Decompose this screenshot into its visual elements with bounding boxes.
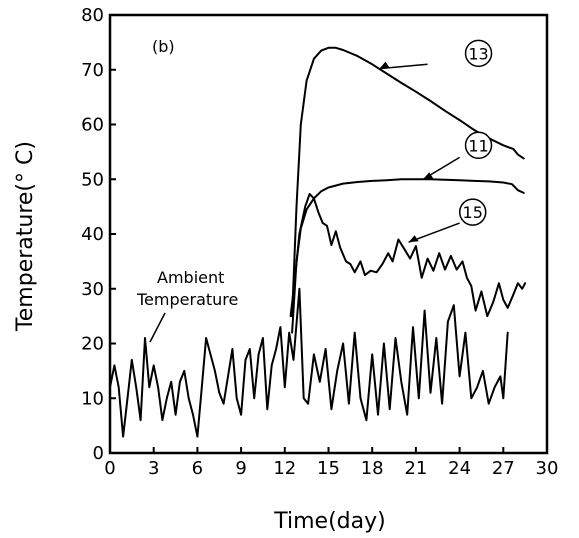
- callout-pointer-13: [379, 63, 428, 70]
- x-tick-label: 21: [404, 458, 427, 479]
- callout-arrowhead-11: [423, 172, 434, 180]
- x-axis-title: Time(day): [273, 509, 385, 534]
- x-tick-label: 27: [492, 458, 515, 479]
- series-lines: [109, 46, 527, 438]
- x-tick-label: 18: [361, 458, 384, 479]
- y-axis-title: Temperature(° C): [13, 141, 38, 332]
- series-label-11: 11: [468, 136, 488, 155]
- series-label-13: 13: [468, 44, 488, 63]
- y-tick-label: 10: [81, 388, 104, 409]
- ambient-annotation-line1: Ambient: [157, 268, 224, 287]
- x-tick-label: 9: [235, 458, 246, 479]
- ambient-annotation-line2: Temperature: [136, 290, 238, 309]
- series-callouts: 13 11 15: [379, 39, 493, 243]
- series-label-15: 15: [463, 203, 483, 222]
- x-tick-label: 30: [536, 458, 559, 479]
- series-line-13: [291, 46, 525, 318]
- callout-circle-15: [458, 198, 487, 226]
- x-tick-label: 6: [192, 458, 203, 479]
- x-tick-label: 24: [448, 458, 471, 479]
- x-tick-label: 0: [104, 458, 115, 479]
- callout-arrowhead-15: [408, 235, 419, 243]
- y-tick-label: 60: [81, 115, 104, 136]
- callout-arrowhead-13: [379, 61, 390, 69]
- ambient-annotation-pointer: [149, 312, 166, 343]
- y-tick-label: 20: [81, 334, 104, 355]
- panel-label: (b): [152, 37, 175, 56]
- series-line-15: [289, 193, 527, 318]
- y-tick-label: 30: [81, 279, 104, 300]
- x-tick-label: 15: [317, 458, 340, 479]
- y-tick-label: 50: [81, 169, 104, 190]
- series-line-11: [291, 178, 525, 334]
- y-tick-label: 70: [81, 60, 104, 81]
- axis-ticks: 0 3 6 9 12 15 18 21 24 27 30 0 10 20 30 40 50 60 70 80: [81, 5, 558, 479]
- y-tick-label: 40: [81, 224, 104, 245]
- y-tick-label: 80: [81, 5, 104, 26]
- x-tick-label: 12: [273, 458, 296, 479]
- series-line-ambient-temperature: [109, 287, 509, 438]
- x-tick-label: 3: [148, 458, 159, 479]
- callout-circle-13: [464, 39, 493, 68]
- y-tick-label: 0: [93, 443, 104, 464]
- callout-circle-11: [464, 131, 493, 160]
